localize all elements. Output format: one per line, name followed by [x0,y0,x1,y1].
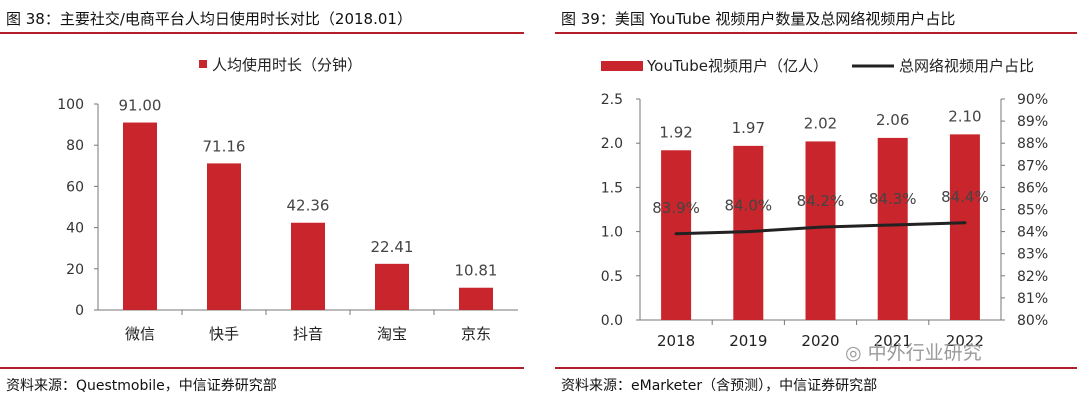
bar-value-label: 2.02 [804,114,837,132]
bar-value-label: 2.10 [948,107,981,125]
x-category-label: 抖音 [293,325,323,343]
right-combo-chart: YouTube视频用户（亿人） 总网络视频用户占比0.00.51.01.52.02… [601,57,1048,350]
right-y-tick-label: 83% [1017,247,1048,263]
wechat-watermark: ◎ 中外行业研究 [845,338,982,365]
share-value-label: 84.0% [724,197,772,215]
legend-label-users: YouTube视频用户（亿人） [646,57,828,75]
bar [123,122,157,310]
right-title-rule [555,32,1077,34]
bar [459,287,493,310]
y-tick-label: 80 [66,138,84,154]
left-title-rule [0,32,524,34]
left-chart-panel: 图 38：主要社交/电商平台人均日使用时长对比（2018.01） 人均使用时长（… [0,0,530,403]
left-y-tick-label: 0.0 [601,313,623,329]
bar [877,137,908,320]
left-chart-source: 资料来源：Questmobile，中信证券研究部 [6,378,277,394]
left-y-tick-label: 0.5 [601,269,623,285]
right-chart-panel: 图 39：美国 YouTube 视频用户数量及总网络视频用户占比 YouTube… [555,0,1080,403]
right-y-tick-label: 84% [1017,225,1048,241]
right-y-tick-label: 82% [1017,269,1048,285]
right-y-tick-label: 86% [1017,180,1048,196]
y-tick-label: 100 [57,97,84,113]
right-y-tick-label: 88% [1017,136,1048,152]
y-tick-label: 60 [66,179,84,195]
x-category-label: 2021 [874,332,912,350]
legend-swatch-users [601,61,643,71]
x-category-label: 2022 [946,332,984,350]
legend-label-share: 总网络视频用户占比 [899,57,1034,75]
left-y-tick-label: 1.0 [601,225,623,241]
bar-value-label: 22.41 [371,238,414,256]
right-chart-title: 图 39：美国 YouTube 视频用户数量及总网络视频用户占比 [561,10,956,28]
bar-value-label: 2.06 [876,111,909,129]
bar-value-label: 42.36 [287,197,330,215]
bar [949,134,980,320]
bar [805,141,836,320]
y-tick-label: 0 [75,303,84,319]
right-y-tick-label: 87% [1017,158,1048,174]
share-point [674,232,678,236]
share-value-label: 83.9% [652,199,700,217]
x-category-label: 2020 [801,332,839,350]
x-category-label: 快手 [209,325,239,343]
bar [207,163,241,310]
legend-label-usage: 人均使用时长（分钟） [212,56,362,74]
share-value-label: 84.2% [797,192,845,210]
y-tick-label: 20 [66,262,84,278]
bar-value-label: 1.92 [659,123,692,141]
watermark-text: 中外行业研究 [867,342,982,364]
share-point [891,223,895,227]
right-source-rule [555,367,1077,369]
bar-value-label: 91.00 [119,97,162,115]
y-tick-label: 40 [66,221,84,237]
legend-swatch-usage [199,60,207,68]
left-chart-title: 图 38：主要社交/电商平台人均日使用时长对比（2018.01） [6,10,412,28]
left-y-tick-label: 2.5 [601,92,623,108]
right-y-tick-label: 85% [1017,203,1048,219]
left-bar-chart: 人均使用时长（分钟） 0 20 40 60 80 100 91.00 微信 71.16 快手 42.3… [57,56,518,343]
right-y-tick-label: 89% [1017,114,1048,130]
right-y-tick-label: 90% [1017,92,1048,108]
left-y-tick-label: 2.0 [601,136,623,152]
x-category-label: 2018 [657,332,695,350]
wechat-icon: ◎ [845,342,862,364]
share-point [963,221,967,225]
share-value-label: 84.4% [941,188,989,206]
right-y-tick-label: 81% [1017,291,1048,307]
bar-value-label: 1.97 [732,119,765,137]
share-value-label: 84.3% [869,190,917,208]
x-category-label: 2019 [729,332,767,350]
bar [375,263,409,310]
left-y-tick-label: 1.5 [601,180,623,196]
share-point [819,225,822,229]
bar [291,222,325,310]
x-category-label: 微信 [125,325,155,343]
x-category-label: 淘宝 [377,325,407,343]
x-category-label: 京东 [461,325,491,343]
right-chart-source: 资料来源：eMarketer（含预测），中信证券研究部 [561,378,878,394]
bar-value-label: 10.81 [455,262,498,280]
share-point [746,230,750,234]
right-y-tick-label: 80% [1017,313,1048,329]
bar-value-label: 71.16 [203,137,246,155]
left-source-rule [0,367,524,369]
